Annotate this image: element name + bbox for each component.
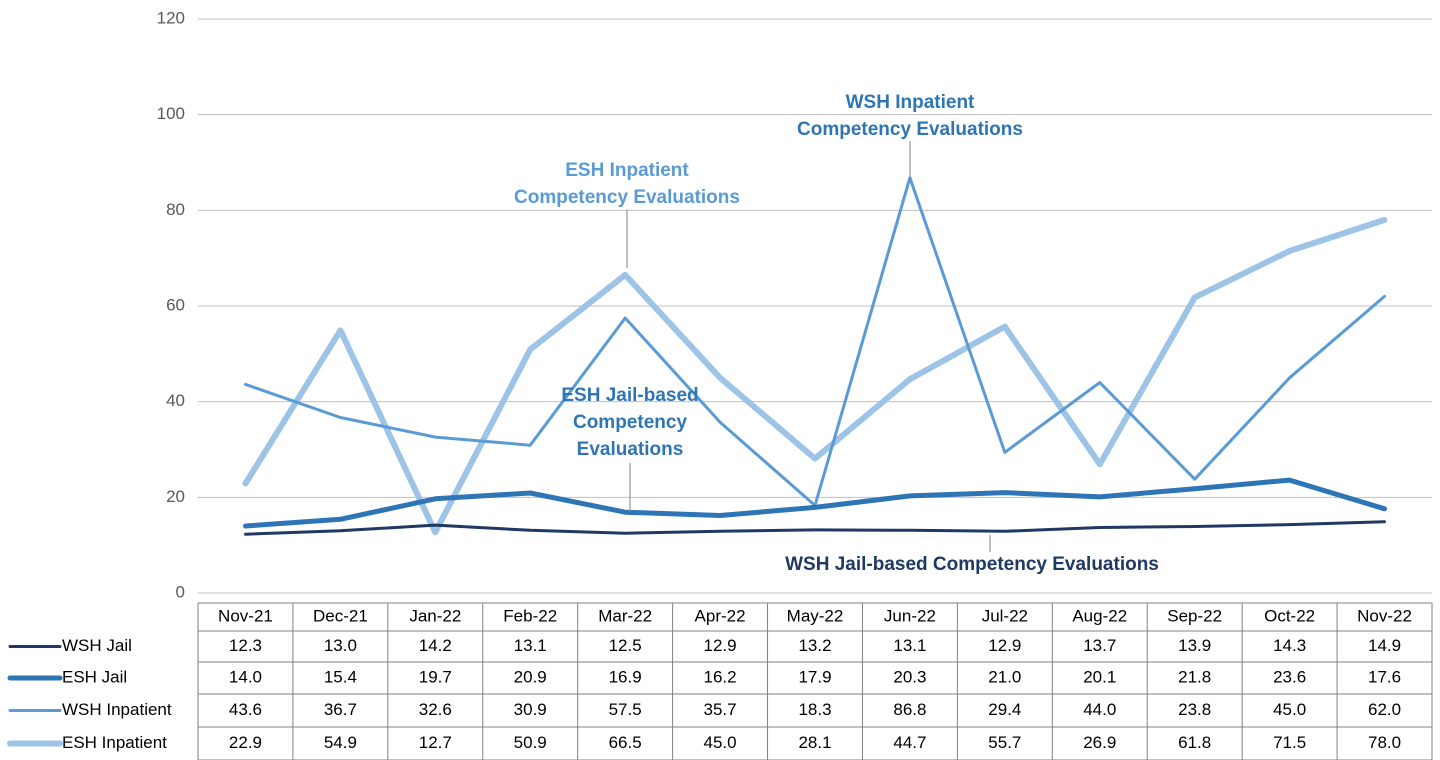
table-cell: 14.2	[419, 636, 452, 655]
table-cell: 45.0	[704, 733, 737, 752]
x-tick-label: Jan-22	[409, 606, 461, 625]
series-line	[242, 216, 1388, 536]
annotation: Competency Evaluations	[797, 119, 1023, 140]
table-cell: 12.3	[229, 636, 262, 655]
x-tick-label: Oct-22	[1264, 606, 1315, 625]
table-cell: 44.7	[893, 733, 926, 752]
table-cell: 16.9	[609, 667, 642, 686]
x-tick-label: Aug-22	[1072, 606, 1127, 625]
y-tick-label: 60	[166, 295, 185, 314]
legend-label: ESH Jail	[62, 667, 127, 686]
x-tick-label: Nov-21	[218, 606, 273, 625]
table-cell: 32.6	[419, 700, 452, 719]
table-cell: 23.6	[1273, 667, 1306, 686]
y-tick-label: 20	[166, 487, 185, 506]
y-tick-label: 100	[157, 104, 185, 123]
table-cell: 19.7	[419, 667, 452, 686]
table-cell: 71.5	[1273, 733, 1306, 752]
table-cell: 13.1	[514, 636, 547, 655]
table-cell: 13.0	[324, 636, 357, 655]
x-tick-label: Feb-22	[503, 606, 557, 625]
table-cell: 55.7	[988, 733, 1021, 752]
x-tick-label: Jul-22	[982, 606, 1028, 625]
legend-label: WSH Jail	[62, 636, 132, 655]
x-tick-label: May-22	[787, 606, 844, 625]
x-tick-label: Jun-22	[884, 606, 936, 625]
table-cell: 45.0	[1273, 700, 1306, 719]
y-tick-label: 0	[176, 582, 185, 601]
table-cell: 66.5	[609, 733, 642, 752]
table-cell: 12.9	[988, 636, 1021, 655]
table-cell: 13.1	[893, 636, 926, 655]
table-cell: 26.9	[1083, 733, 1116, 752]
x-tick-label: Dec-21	[313, 606, 368, 625]
x-tick-label: Sep-22	[1167, 606, 1222, 625]
annotation: WSH Jail-based Competency Evaluations	[785, 554, 1159, 575]
table-cell: 13.2	[798, 636, 831, 655]
table-cell: 61.8	[1178, 733, 1211, 752]
table-cell: 21.0	[988, 667, 1021, 686]
table-cell: 17.6	[1368, 667, 1401, 686]
annotation: ESH Inpatient	[565, 160, 689, 181]
table-cell: 22.9	[229, 733, 262, 752]
table-cell: 13.7	[1083, 636, 1116, 655]
table-cell: 12.5	[609, 636, 642, 655]
table-cell: 78.0	[1368, 733, 1401, 752]
y-tick-label: 40	[166, 391, 185, 410]
y-tick-label: 80	[166, 200, 185, 219]
table-cell: 20.1	[1083, 667, 1116, 686]
table-cell: 21.8	[1178, 667, 1211, 686]
table-cell: 30.9	[514, 700, 547, 719]
table-cell: 16.2	[704, 667, 737, 686]
table-cell: 86.8	[893, 700, 926, 719]
annotation: Evaluations	[577, 439, 684, 460]
table-cell: 54.9	[324, 733, 357, 752]
table-cell: 43.6	[229, 700, 262, 719]
table-cell: 15.4	[324, 667, 357, 686]
table-cell: 50.9	[514, 733, 547, 752]
table-cell: 20.3	[893, 667, 926, 686]
annotation: Competency	[573, 412, 687, 433]
annotation: WSH Inpatient	[846, 92, 975, 113]
table-cell: 44.0	[1083, 700, 1116, 719]
legend-label: ESH Inpatient	[62, 733, 167, 752]
table-cell: 12.7	[419, 733, 452, 752]
table-cell: 29.4	[988, 700, 1021, 719]
legend-label: WSH Inpatient	[62, 700, 172, 719]
y-tick-label: 120	[157, 8, 185, 27]
table-cell: 28.1	[798, 733, 831, 752]
table-cell: 17.9	[798, 667, 831, 686]
annotation: ESH Jail-based	[561, 385, 698, 406]
annotation: Competency Evaluations	[514, 187, 740, 208]
table-cell: 57.5	[609, 700, 642, 719]
table-cell: 14.0	[229, 667, 262, 686]
table-cell: 12.9	[704, 636, 737, 655]
table-cell: 35.7	[704, 700, 737, 719]
table-cell: 62.0	[1368, 700, 1401, 719]
table-cell: 23.8	[1178, 700, 1211, 719]
x-tick-label: Mar-22	[598, 606, 652, 625]
x-tick-label: Apr-22	[695, 606, 746, 625]
table-cell: 20.9	[514, 667, 547, 686]
x-tick-label: Nov-22	[1357, 606, 1412, 625]
series-line	[244, 520, 1386, 536]
series-line	[243, 477, 1387, 529]
table-cell: 14.3	[1273, 636, 1306, 655]
table-cell: 13.9	[1178, 636, 1211, 655]
table-cell: 36.7	[324, 700, 357, 719]
table-cell: 18.3	[798, 700, 831, 719]
table-cell: 14.9	[1368, 636, 1401, 655]
